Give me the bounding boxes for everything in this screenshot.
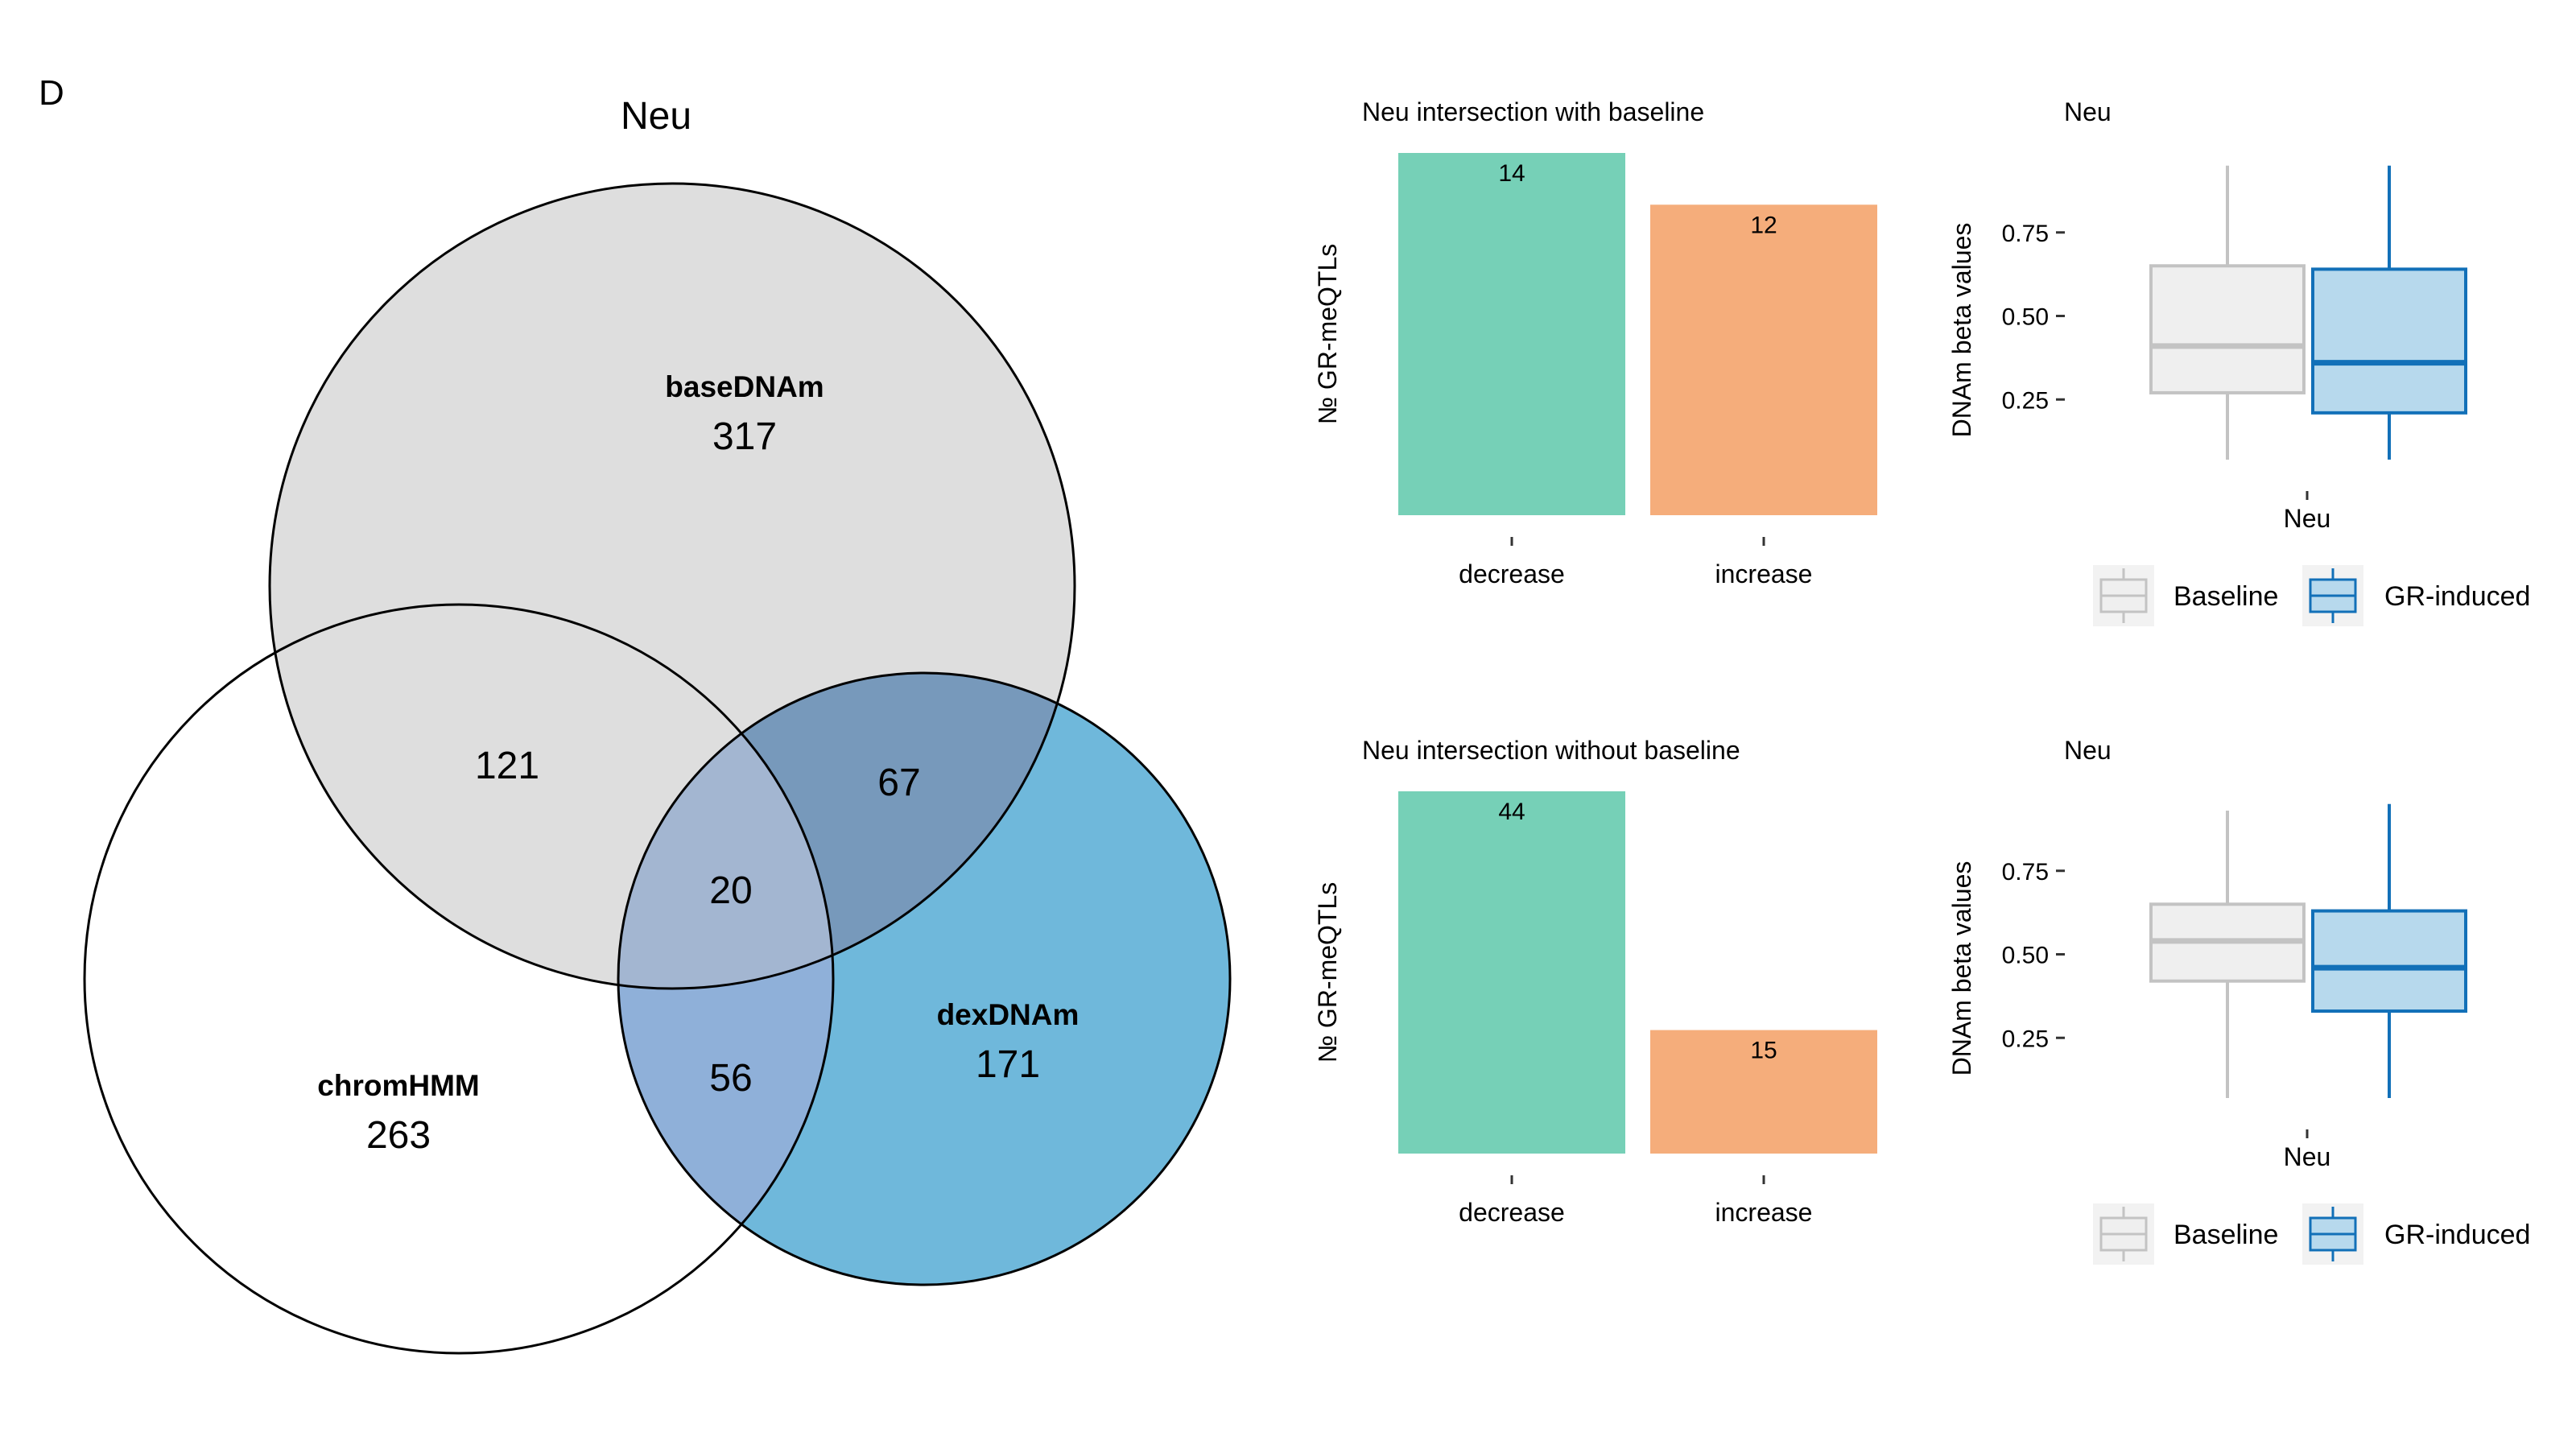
venn-basednam-outline — [268, 182, 1076, 990]
box-plot-bottom: Neu DNAm beta values 0.25 0.50 0.75 Neu Baseli… — [1947, 736, 2530, 1265]
bar-y-axis-label: № GR-meQTLs — [1313, 244, 1342, 425]
bar-value-label-decrease: 14 — [1498, 160, 1525, 187]
box-plot-title: Neu — [2064, 736, 2112, 765]
bar-y-axis-label: № GR-meQTLs — [1313, 882, 1342, 1063]
legend-label-baseline: Baseline — [2174, 581, 2278, 612]
y-tick-label: 0.75 — [2002, 859, 2049, 886]
x-tick-label-decrease: decrease — [1459, 559, 1565, 588]
venn-title: Neu — [621, 95, 691, 138]
bar-value-label-decrease: 44 — [1498, 799, 1525, 825]
venn-intersection-count-basednam-chromhmm: 121 — [475, 745, 539, 787]
bar-decrease — [1398, 791, 1625, 1154]
y-tick-label: 0.50 — [2002, 943, 2049, 969]
legend-label-gr-induced: GR-induced — [2384, 581, 2530, 612]
y-tick-label: 0.75 — [2002, 221, 2049, 247]
bar-chart-title: Neu intersection without baseline — [1362, 736, 1740, 765]
venn-set-count-dexdnam: 171 — [976, 1043, 1040, 1086]
bar-decrease — [1398, 153, 1625, 515]
venn-triple-region-inner — [618, 673, 833, 989]
box-baseline — [2149, 264, 2306, 394]
legend-label-gr-induced: GR-induced — [2384, 1220, 2530, 1250]
venn-set-count-basednam: 317 — [712, 415, 777, 458]
legend-label-baseline: Baseline — [2174, 1220, 2278, 1250]
venn-set-label-dexdnam: dexDNAm — [937, 998, 1080, 1031]
box-gr-induced — [2311, 267, 2467, 415]
y-tick-label: 0.25 — [2002, 387, 2049, 414]
box-y-axis-label: DNAm beta values — [1947, 861, 1976, 1076]
box-gr-induced — [2311, 909, 2467, 1013]
venn-intersection-count-chromhmm-dexdnam: 56 — [709, 1057, 752, 1100]
bar-chart-with-baseline: Neu intersection with baseline № GR-meQTL… — [1313, 97, 1877, 588]
bar-chart-title: Neu intersection with baseline — [1362, 97, 1704, 126]
bar-chart-without-baseline: Neu intersection without baseline № GR-me… — [1313, 736, 1877, 1227]
box-plot-top: Neu DNAm beta values 0.25 0.50 0.75 Neu Baseli… — [1947, 97, 2530, 626]
venn-set-label-chromhmm: chromHMM — [317, 1069, 479, 1102]
venn-intersection-count-basednam-dexdnam: 67 — [877, 762, 920, 804]
panel-letter: D — [39, 73, 64, 113]
bar-increase — [1650, 1030, 1877, 1154]
venn-intersection-count-basednam-chromhmm-dexdnam: 20 — [709, 869, 752, 912]
bar-value-label-increase: 12 — [1750, 212, 1777, 238]
y-tick-label: 0.50 — [2002, 304, 2049, 331]
venn-set-count-chromhmm: 263 — [366, 1114, 431, 1157]
bar-value-label-increase: 15 — [1750, 1038, 1777, 1064]
x-tick-label: Neu — [2284, 1142, 2331, 1171]
venn-diagram: Neu baseDNAm 317 chromHMM 263 dexDNAm 171 121 67… — [83, 95, 1232, 1355]
venn-triple-fill — [618, 673, 833, 989]
x-tick-label-increase: increase — [1715, 559, 1813, 588]
venn-chromhmm-outline — [83, 603, 835, 1355]
x-tick-label-decrease: decrease — [1459, 1198, 1565, 1227]
x-tick-label-increase: increase — [1715, 1198, 1813, 1227]
x-tick-label: Neu — [2284, 504, 2331, 533]
venn-dexdnam-outline — [617, 671, 1232, 1286]
bar-increase — [1650, 204, 1877, 516]
venn-set-label-basednam: baseDNAm — [665, 370, 824, 403]
box-y-axis-label: DNAm beta values — [1947, 223, 1976, 438]
y-tick-label: 0.25 — [2002, 1026, 2049, 1052]
venn-triple-region — [618, 673, 833, 989]
box-plot-title: Neu — [2064, 97, 2112, 126]
